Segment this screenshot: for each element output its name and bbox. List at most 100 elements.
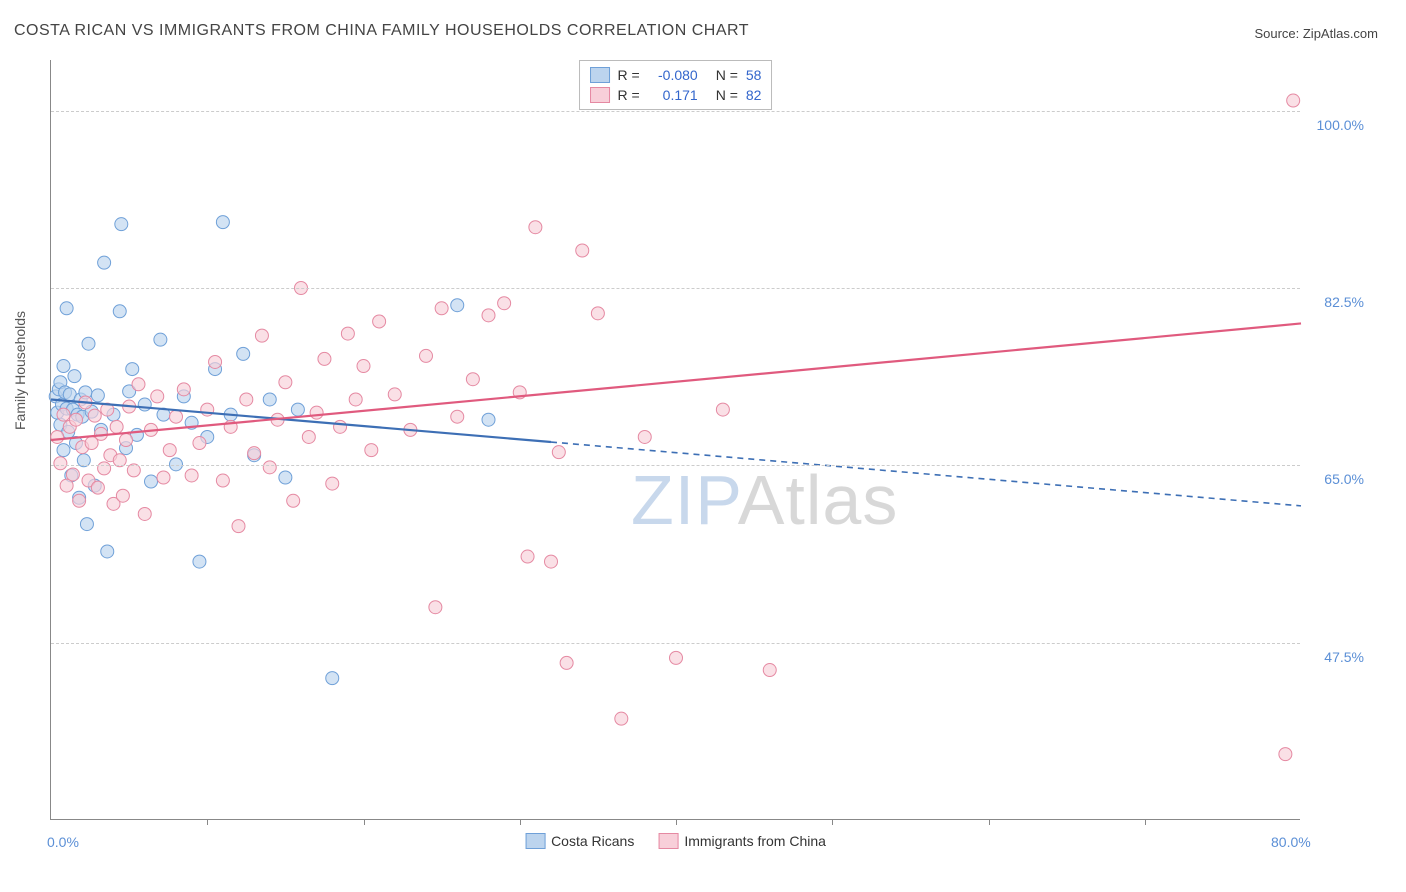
trend-line xyxy=(51,323,1301,440)
data-point xyxy=(560,656,573,669)
data-point xyxy=(466,373,479,386)
data-point xyxy=(185,469,198,482)
data-point xyxy=(60,302,73,315)
data-point xyxy=(349,393,362,406)
legend-row-series-1: R = -0.080 N = 58 xyxy=(590,65,762,85)
data-point xyxy=(279,471,292,484)
data-point xyxy=(237,347,250,360)
swatch-bottom-series-1 xyxy=(525,833,545,849)
trend-line-extrapolated xyxy=(551,442,1301,506)
data-point xyxy=(132,378,145,391)
data-point xyxy=(451,299,464,312)
r-value-series-1: -0.080 xyxy=(648,67,698,83)
y-tick-label: 100.0% xyxy=(1317,117,1364,133)
data-point xyxy=(170,410,183,423)
n-value-series-1: 58 xyxy=(746,67,762,83)
data-point xyxy=(435,302,448,315)
r-label: R = xyxy=(618,67,640,83)
data-point xyxy=(279,376,292,389)
data-point xyxy=(482,309,495,322)
data-point xyxy=(115,218,128,231)
legend-item-series-2: Immigrants from China xyxy=(658,833,826,849)
n-value-series-2: 82 xyxy=(746,87,762,103)
data-point xyxy=(591,307,604,320)
data-point xyxy=(177,383,190,396)
data-point xyxy=(126,363,139,376)
data-point xyxy=(1279,748,1292,761)
data-point xyxy=(326,672,339,685)
x-tick xyxy=(676,819,677,825)
data-point xyxy=(232,520,245,533)
data-point xyxy=(163,444,176,457)
x-tick xyxy=(832,819,833,825)
chart-title: COSTA RICAN VS IMMIGRANTS FROM CHINA FAM… xyxy=(14,22,749,40)
data-point xyxy=(255,329,268,342)
y-tick-label: 82.5% xyxy=(1324,294,1364,310)
data-point xyxy=(334,420,347,433)
data-point xyxy=(451,410,464,423)
gridline xyxy=(51,288,1300,289)
x-tick-label: 0.0% xyxy=(47,834,79,850)
data-point xyxy=(91,389,104,402)
data-point xyxy=(98,256,111,269)
data-point xyxy=(151,390,164,403)
legend-item-series-1: Costa Ricans xyxy=(525,833,634,849)
data-point xyxy=(193,437,206,450)
data-point xyxy=(80,518,93,531)
legend-correlation-box: R = -0.080 N = 58 R = 0.171 N = 82 xyxy=(579,60,773,110)
x-tick xyxy=(207,819,208,825)
gridline xyxy=(51,465,1300,466)
data-point xyxy=(113,305,126,318)
data-point xyxy=(357,360,370,373)
data-point xyxy=(287,494,300,507)
data-point xyxy=(388,388,401,401)
data-point xyxy=(716,403,729,416)
data-point xyxy=(57,408,70,421)
data-point xyxy=(66,468,79,481)
data-point xyxy=(68,370,81,383)
r-value-series-2: 0.171 xyxy=(648,87,698,103)
y-axis-label: Family Households xyxy=(12,311,28,430)
data-point xyxy=(91,481,104,494)
data-point xyxy=(341,327,354,340)
x-tick xyxy=(1145,819,1146,825)
data-point xyxy=(216,216,229,229)
x-tick-label: 80.0% xyxy=(1271,834,1311,850)
data-point xyxy=(429,601,442,614)
data-point xyxy=(138,398,151,411)
data-point xyxy=(88,409,101,422)
data-point xyxy=(51,430,64,443)
legend-row-series-2: R = 0.171 N = 82 xyxy=(590,85,762,105)
data-point xyxy=(101,545,114,558)
data-point xyxy=(545,555,558,568)
data-point xyxy=(82,337,95,350)
data-point xyxy=(116,489,129,502)
data-point xyxy=(54,457,67,470)
data-point xyxy=(763,664,776,677)
swatch-series-2 xyxy=(590,87,610,103)
data-point xyxy=(263,393,276,406)
legend-label-series-1: Costa Ricans xyxy=(551,833,634,849)
data-point xyxy=(57,360,70,373)
n-label: N = xyxy=(716,67,738,83)
data-point xyxy=(98,462,111,475)
data-point xyxy=(120,434,133,447)
data-point xyxy=(670,651,683,664)
data-point xyxy=(248,447,261,460)
y-tick-label: 47.5% xyxy=(1324,649,1364,665)
data-point xyxy=(154,333,167,346)
data-point xyxy=(291,403,304,416)
data-point xyxy=(552,446,565,459)
data-point xyxy=(318,352,331,365)
x-tick xyxy=(520,819,521,825)
data-point xyxy=(576,244,589,257)
data-point xyxy=(138,507,151,520)
n-label: N = xyxy=(716,87,738,103)
data-point xyxy=(263,461,276,474)
data-point xyxy=(482,413,495,426)
swatch-bottom-series-2 xyxy=(658,833,678,849)
data-point xyxy=(57,444,70,457)
swatch-series-1 xyxy=(590,67,610,83)
source-attribution: Source: ZipAtlas.com xyxy=(1254,26,1378,41)
x-tick xyxy=(989,819,990,825)
